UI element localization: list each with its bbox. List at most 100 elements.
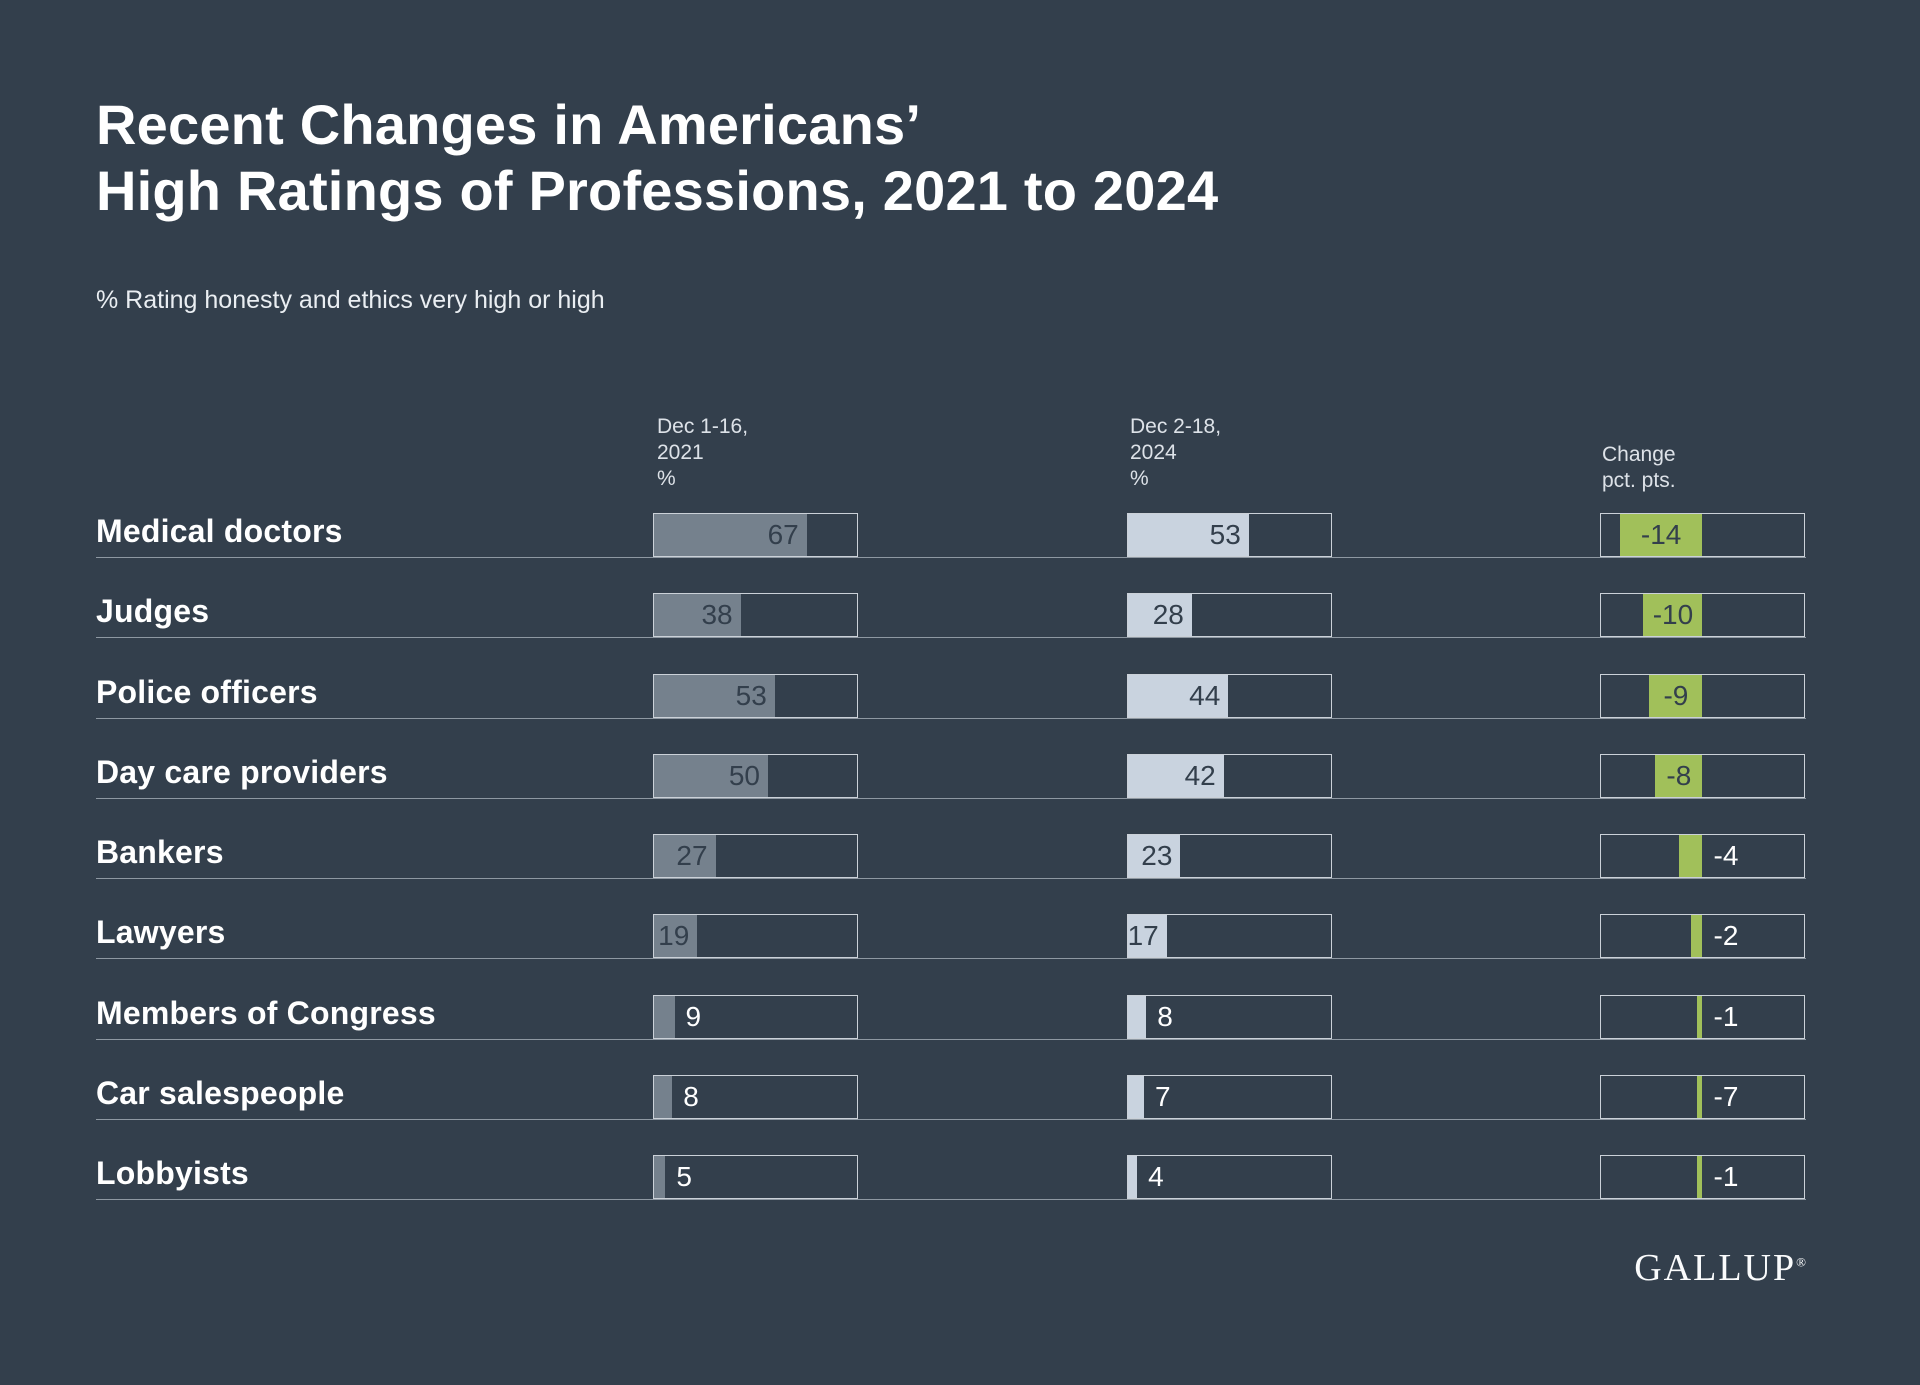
bar-value-2021: 38: [701, 599, 733, 630]
bar-value-change: -2: [1713, 920, 1739, 951]
bar-value-2021: 19: [658, 920, 690, 951]
bar-2024: 7: [1127, 1075, 1332, 1119]
bar-change: -8: [1600, 754, 1805, 798]
bar-fill-change: [1649, 675, 1703, 717]
bar-fill-change: [1696, 996, 1703, 1038]
table-row: Lobbyists 5 4 -1: [96, 1138, 1806, 1200]
bar-fill-2024: [1128, 1156, 1138, 1198]
bar-fill-2024: [1128, 594, 1192, 636]
bar-value-2024: 44: [1189, 680, 1221, 711]
column-header-change: Change pct. pts.: [1602, 443, 1676, 492]
bar-2024: 23: [1127, 834, 1332, 878]
bar-2021: 19: [653, 914, 858, 958]
row-label: Members of Congress: [96, 995, 436, 1031]
bar-2021: 50: [653, 754, 858, 798]
column-header-2024: Dec 2-18, 2024 %: [1130, 415, 1222, 490]
bar-change: -1: [1600, 1155, 1805, 1199]
bar-fill-2024: [1128, 996, 1147, 1038]
bar-value-change: -8: [1666, 760, 1692, 791]
bar-fill-change: [1655, 755, 1703, 797]
bar-fill-2024: [1128, 755, 1224, 797]
bar-value-change: -1: [1713, 1001, 1739, 1032]
bar-value-2024: 42: [1184, 760, 1216, 791]
bar-2024: 42: [1127, 754, 1332, 798]
bar-change: -10: [1600, 593, 1805, 637]
bar-2024: 17: [1127, 914, 1332, 958]
bar-change: -1: [1600, 995, 1805, 1039]
bar-value-change: -14: [1640, 519, 1682, 550]
bar-value-change: -9: [1663, 680, 1689, 711]
bar-fill-change: [1696, 1076, 1703, 1118]
table-row: Medical doctors 67 53 -14: [96, 496, 1806, 558]
bar-value-2021: 9: [685, 1001, 702, 1032]
bar-value-2021: 50: [728, 760, 760, 791]
bar-fill-change: [1696, 1156, 1703, 1198]
bar-value-2021: 53: [735, 680, 767, 711]
row-label: Police officers: [96, 674, 318, 710]
bar-value-change: -1: [1713, 1161, 1739, 1192]
bar-fill-2024: [1128, 675, 1229, 717]
row-label: Lawyers: [96, 914, 226, 950]
bar-fill-change: [1619, 514, 1703, 556]
bar-2024: 4: [1127, 1155, 1332, 1199]
table-row: Judges 38 28 -10: [96, 576, 1806, 638]
bar-value-2024: 8: [1157, 1001, 1173, 1032]
table-row: Car salespeople 8 7 -7: [96, 1058, 1806, 1120]
bar-change: -7: [1600, 1075, 1805, 1119]
bar-change: -14: [1600, 513, 1805, 557]
table-row: Police officers 53 44 -9: [96, 657, 1806, 719]
bar-fill-2021: [654, 755, 768, 797]
gallup-logo-text: GALLUP: [1634, 1247, 1797, 1289]
gallup-logo: GALLUP®: [1634, 1246, 1806, 1290]
bar-2024: 28: [1127, 593, 1332, 637]
bar-change: -9: [1600, 674, 1805, 718]
bar-fill-change: [1643, 594, 1703, 636]
row-label: Lobbyists: [96, 1155, 249, 1191]
bar-value-change: -7: [1713, 1081, 1739, 1112]
table-row: Day care providers 50 42 -8: [96, 737, 1806, 799]
bar-fill-2021: [654, 675, 775, 717]
column-header-2021: Dec 1-16, 2021 %: [657, 415, 749, 490]
bar-value-2021: 67: [767, 519, 799, 550]
bar-2021: 38: [653, 593, 858, 637]
table-row: Bankers 27 23 -4: [96, 817, 1806, 879]
bar-fill-2024: [1128, 1076, 1144, 1118]
bar-2024: 8: [1127, 995, 1332, 1039]
bar-fill-2024: [1128, 915, 1167, 957]
page-title: Recent Changes in Americans’ High Rating…: [96, 93, 1219, 222]
bar-value-2021: 8: [683, 1081, 699, 1112]
bar-value-2024: 23: [1141, 840, 1173, 871]
chart-subtitle: % Rating honesty and ethics very high or…: [96, 286, 605, 314]
row-label: Judges: [96, 593, 210, 629]
bar-value-2021: 5: [676, 1161, 692, 1192]
bar-2021: 5: [653, 1155, 858, 1199]
row-label: Medical doctors: [96, 513, 343, 549]
bar-chart: Medical doctors 67 53 -14 Judges 38 28 -…: [96, 496, 1806, 1206]
bar-fill-2021: [654, 1076, 673, 1118]
bar-fill-2021: [654, 514, 807, 556]
bar-value-2024: 7: [1154, 1081, 1171, 1112]
row-label: Bankers: [96, 834, 224, 870]
bar-value-change: -4: [1713, 840, 1739, 871]
row-label: Day care providers: [96, 754, 388, 790]
bar-fill-change: [1690, 915, 1703, 957]
bar-fill-2024: [1128, 514, 1249, 556]
bar-change: -4: [1600, 834, 1805, 878]
bar-fill-2021: [654, 835, 716, 877]
bar-2024: 44: [1127, 674, 1332, 718]
bar-value-2024: 17: [1127, 920, 1159, 951]
bar-2021: 27: [653, 834, 858, 878]
bar-2021: 53: [653, 674, 858, 718]
table-row: Lawyers 19 17 -2: [96, 897, 1806, 959]
bar-2021: 67: [653, 513, 858, 557]
bar-fill-2024: [1128, 835, 1181, 877]
bar-change: -2: [1600, 914, 1805, 958]
bar-2021: 8: [653, 1075, 858, 1119]
bar-2021: 9: [653, 995, 858, 1039]
bar-value-2021: 27: [676, 840, 708, 871]
registered-mark: ®: [1796, 1254, 1806, 1270]
bar-fill-2021: [654, 594, 741, 636]
table-row: Members of Congress 9 8 -1: [96, 978, 1806, 1040]
row-label: Car salespeople: [96, 1075, 345, 1111]
bar-2024: 53: [1127, 513, 1332, 557]
